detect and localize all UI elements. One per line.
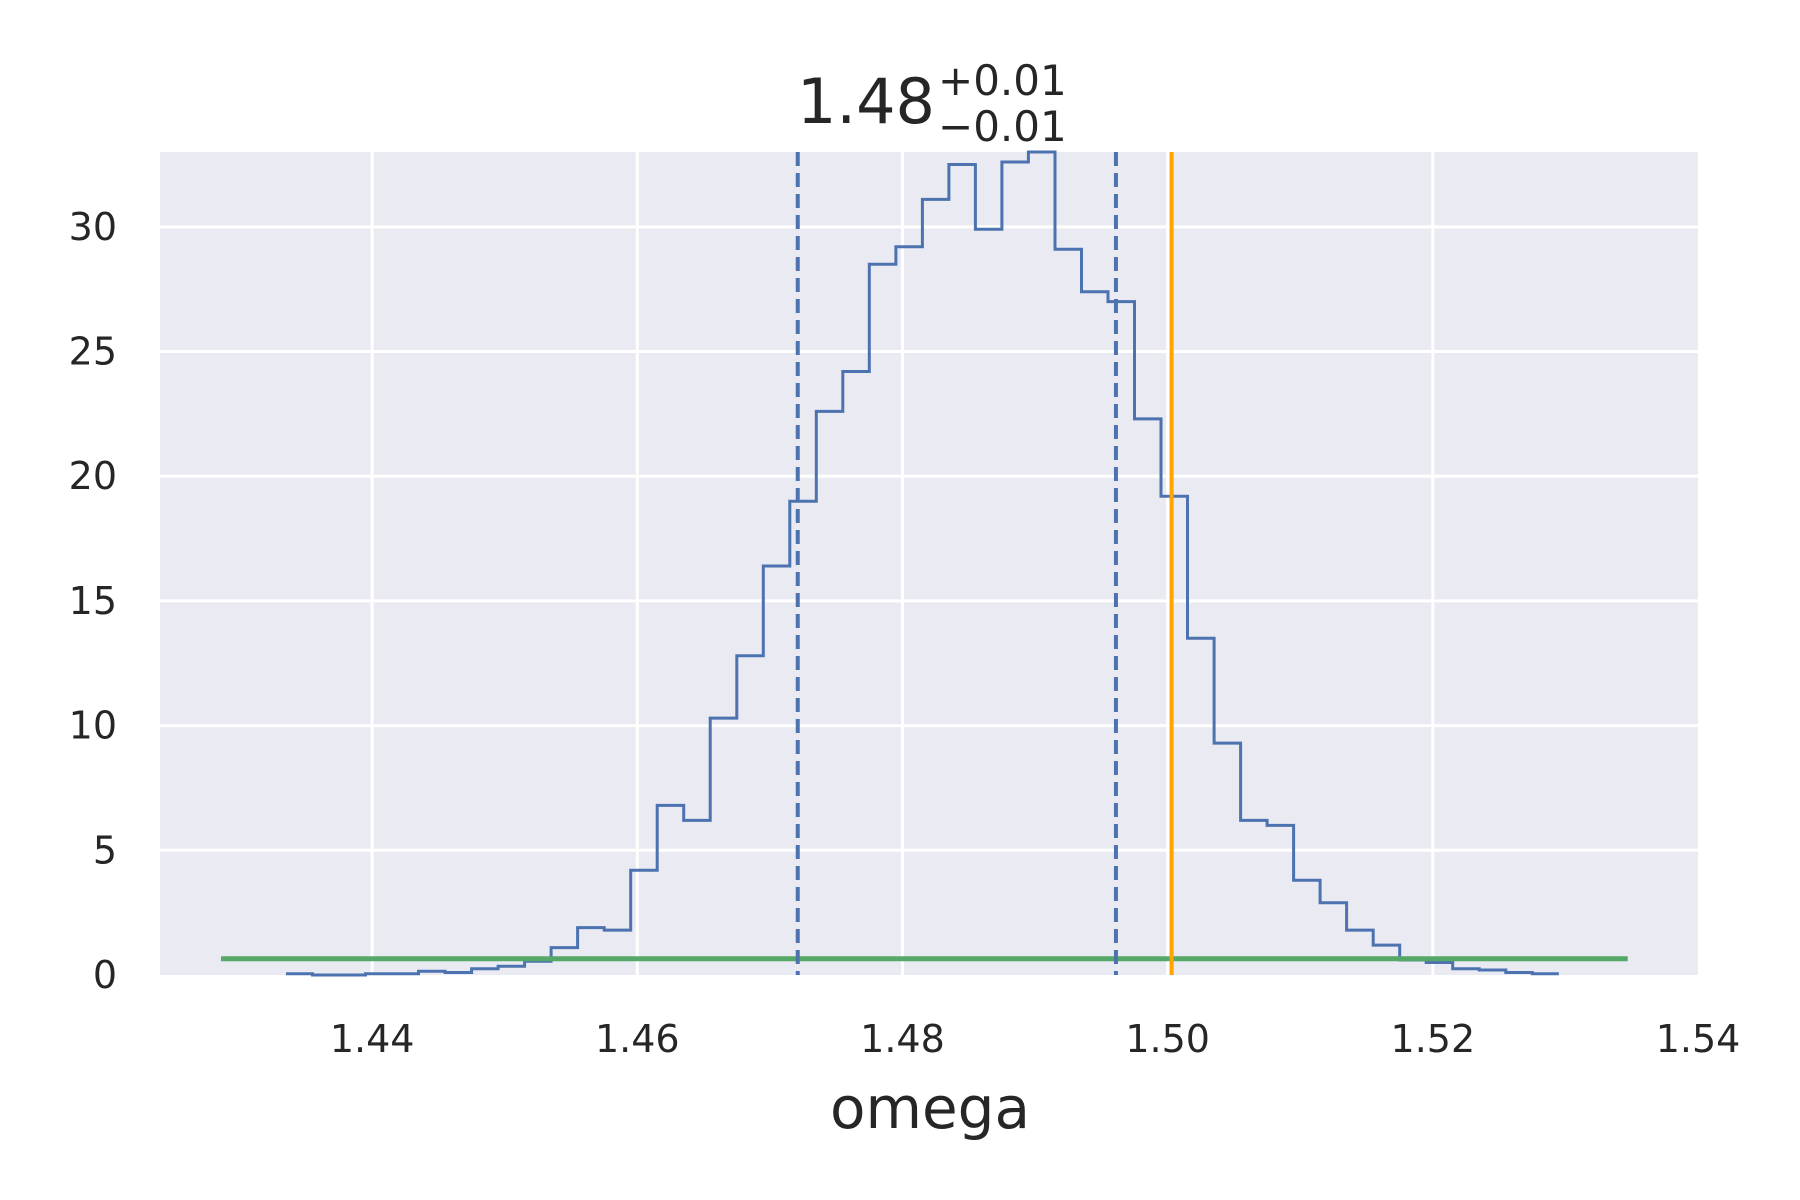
chart-title-value: 1.48	[797, 65, 935, 138]
histogram-step	[286, 150, 1559, 977]
chart-title-upper-error: +0.01	[938, 56, 1067, 105]
x-tick-label: 1.54	[1656, 1017, 1741, 1061]
y-tick-label: 10	[69, 704, 117, 748]
chart-title-lower-error: −0.01	[938, 102, 1067, 151]
x-axis-title: omega	[830, 1074, 1030, 1142]
y-tick-label: 25	[69, 330, 117, 374]
x-tick-label: 1.50	[1125, 1017, 1210, 1061]
x-tick-label: 1.52	[1391, 1017, 1476, 1061]
data-marks	[220, 150, 1628, 977]
x-tick-label: 1.44	[330, 1017, 415, 1061]
y-tick-label: 5	[93, 828, 117, 872]
y-tick-label: 20	[69, 454, 117, 498]
plot-background	[160, 152, 1698, 975]
grid-lines	[160, 152, 1698, 975]
y-tick-label: 30	[69, 205, 117, 249]
tick-labels: 1.44 1.46 1.48 1.50 1.52 1.54 0 5 10 15 20 25 30	[69, 205, 1741, 1061]
y-tick-label: 0	[93, 953, 117, 997]
x-tick-label: 1.48	[860, 1017, 945, 1061]
y-tick-label: 15	[69, 579, 117, 623]
x-tick-label: 1.46	[595, 1017, 680, 1061]
